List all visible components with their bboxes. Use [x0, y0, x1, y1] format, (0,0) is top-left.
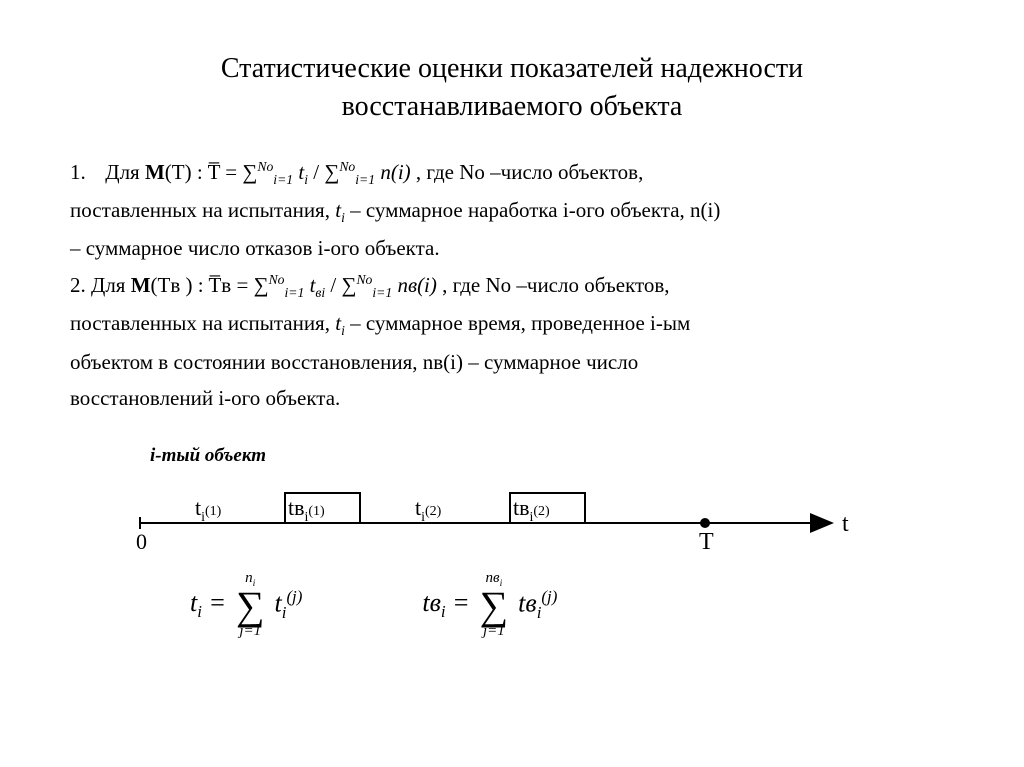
p2-M: M: [131, 273, 151, 297]
p2-Tbar: T̅в: [208, 273, 231, 297]
title-line-2: восстанавливаемого объекта: [342, 91, 683, 122]
p2-sum2: ∑Noi=1 nв(i): [341, 273, 436, 297]
para-1-line-1: 1. Для M(T) : T̅ = ∑Noi=1 ti / ∑Noi=1 n(…: [70, 156, 954, 190]
p2-slash: /: [325, 273, 341, 297]
para-1-line-2: поставленных на испытания, ti – суммарно…: [70, 194, 954, 228]
para-2-line-2: поставленных на испытания, ti – суммарно…: [70, 307, 954, 341]
p1-lead: Для: [105, 160, 145, 184]
p1-after: , где No –число объектов,: [411, 160, 644, 184]
label-zero: 0: [136, 529, 147, 554]
object-label: i-тый объект: [150, 445, 954, 467]
title-line-1: Статистические оценки показателей надежн…: [221, 53, 803, 84]
p2-sum1: ∑Noi=1 tвi: [254, 273, 326, 297]
p2-num: 2. Для: [70, 273, 131, 297]
timeline-svg: 0 T t ti(1) tвi(1) ti(2) tвi(2): [130, 473, 870, 563]
para-1-line-3: – суммарное число отказов i-ого объекта.: [70, 232, 954, 265]
para-2-line-1: 2. Для M(Tв ) : T̅в = ∑Noi=1 tвi / ∑Noi=…: [70, 269, 954, 303]
p1-slash: /: [308, 160, 324, 184]
p1-MT-arg: (T) :: [165, 160, 208, 184]
para-2-line-3: объектом в состоянии восстановления, nв(…: [70, 346, 954, 379]
p1-eq: =: [220, 160, 242, 184]
p1-sum2: ∑Noi=1 n(i): [324, 160, 410, 184]
page-title: Статистические оценки показателей надежн…: [70, 50, 954, 126]
equation-left: ti = ni ∑ j=1 ti(j): [190, 571, 302, 640]
para-2-line-4: восстановлений i-ого объекта.: [70, 382, 954, 415]
point-T: [700, 518, 710, 528]
equations-row: ti = ni ∑ j=1 ti(j) tвi = nвi ∑ j=1 tвi(…: [130, 571, 954, 640]
label-T: T: [699, 529, 714, 555]
p2-after: , где No –число объектов,: [437, 273, 670, 297]
p2-eq: =: [231, 273, 253, 297]
seg1-label: ti(1): [195, 495, 222, 525]
sigma-left: ni ∑ j=1: [236, 571, 265, 640]
timeline-diagram: i-тый объект 0 T t ti(1) tвi(1): [70, 445, 954, 640]
seg2-label: ti(2): [415, 495, 442, 525]
body-text: 1. Для M(T) : T̅ = ∑Noi=1 ti / ∑Noi=1 n(…: [70, 156, 954, 415]
sigma-right: nвi ∑ j=1: [480, 571, 509, 640]
item-number-1: 1.: [70, 156, 100, 189]
equation-right: tвi = nвi ∑ j=1 tвi(j): [422, 571, 557, 640]
p1-M: M: [145, 160, 165, 184]
p2-MT-arg: (Tв ) :: [151, 273, 209, 297]
p1-sum1: ∑Noi=1 ti: [242, 160, 308, 184]
label-t-axis: t: [842, 511, 849, 537]
p1-Tbar: T̅: [208, 160, 220, 184]
